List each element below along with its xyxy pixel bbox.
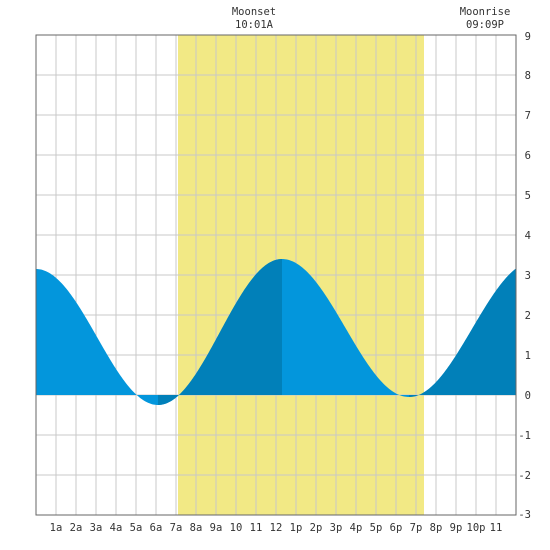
y-tick-label: -2 xyxy=(518,470,531,482)
x-tick-label: 2p xyxy=(310,522,323,534)
x-tick-label: 7a xyxy=(170,522,183,534)
x-tick-label: 11 xyxy=(490,522,503,534)
y-tick-label: -1 xyxy=(518,430,531,442)
x-tick-label: 10p xyxy=(467,522,486,534)
x-tick-label: 3a xyxy=(90,522,103,534)
x-tick-label: 4a xyxy=(110,522,123,534)
x-tick-label: 6p xyxy=(390,522,403,534)
plot-frame xyxy=(35,34,517,516)
moonset-label: Moonset xyxy=(232,6,276,18)
y-tick-label: 9 xyxy=(525,31,531,43)
moon-annotations: Moonset 10:01A Moonrise 09:09P xyxy=(232,6,510,31)
tide-area-rising xyxy=(158,259,282,405)
x-tick-label: 4p xyxy=(350,522,363,534)
x-tick-label: 11 xyxy=(250,522,263,534)
x-tick-label: 3p xyxy=(330,522,343,534)
moonset-time: 10:01A xyxy=(235,19,274,31)
moonrise-label: Moonrise xyxy=(460,6,511,18)
moonrise-time: 09:09P xyxy=(466,19,504,31)
x-tick-label: 8a xyxy=(190,522,203,534)
x-tick-label: 1p xyxy=(290,522,303,534)
y-tick-label: 7 xyxy=(525,110,531,122)
x-tick-label: 8p xyxy=(430,522,443,534)
tide-series xyxy=(36,259,516,405)
x-tick-label: 9a xyxy=(210,522,223,534)
tide-area-rising xyxy=(409,268,516,397)
y-tick-label: 6 xyxy=(525,150,531,162)
y-axis: 9 8 7 6 5 4 3 2 1 0 -1 -2 -3 xyxy=(518,31,531,521)
y-tick-label: 8 xyxy=(525,70,531,82)
y-tick-label: -3 xyxy=(518,509,531,521)
x-tick-label: 7p xyxy=(410,522,423,534)
y-tick-label: 2 xyxy=(525,310,531,322)
y-tick-label: 1 xyxy=(525,350,531,362)
y-tick-label: 5 xyxy=(525,190,531,202)
grid-lines xyxy=(36,35,516,515)
y-tick-label: 3 xyxy=(525,270,531,282)
y-tick-label: 4 xyxy=(525,230,531,242)
x-tick-label: 2a xyxy=(70,522,83,534)
x-tick-label: 12 xyxy=(270,522,283,534)
x-tick-label: 10 xyxy=(230,522,243,534)
x-tick-label: 5p xyxy=(370,522,383,534)
x-tick-label: 5a xyxy=(130,522,143,534)
x-axis: 1a 2a 3a 4a 5a 6a 7a 8a 9a 10 11 12 1p 2p 3p 4p 5p 6p 7p 8p… xyxy=(50,522,503,534)
x-tick-label: 6a xyxy=(150,522,163,534)
x-tick-label: 9p xyxy=(450,522,463,534)
y-tick-label: 0 xyxy=(525,390,531,402)
x-tick-label: 1a xyxy=(50,522,63,534)
